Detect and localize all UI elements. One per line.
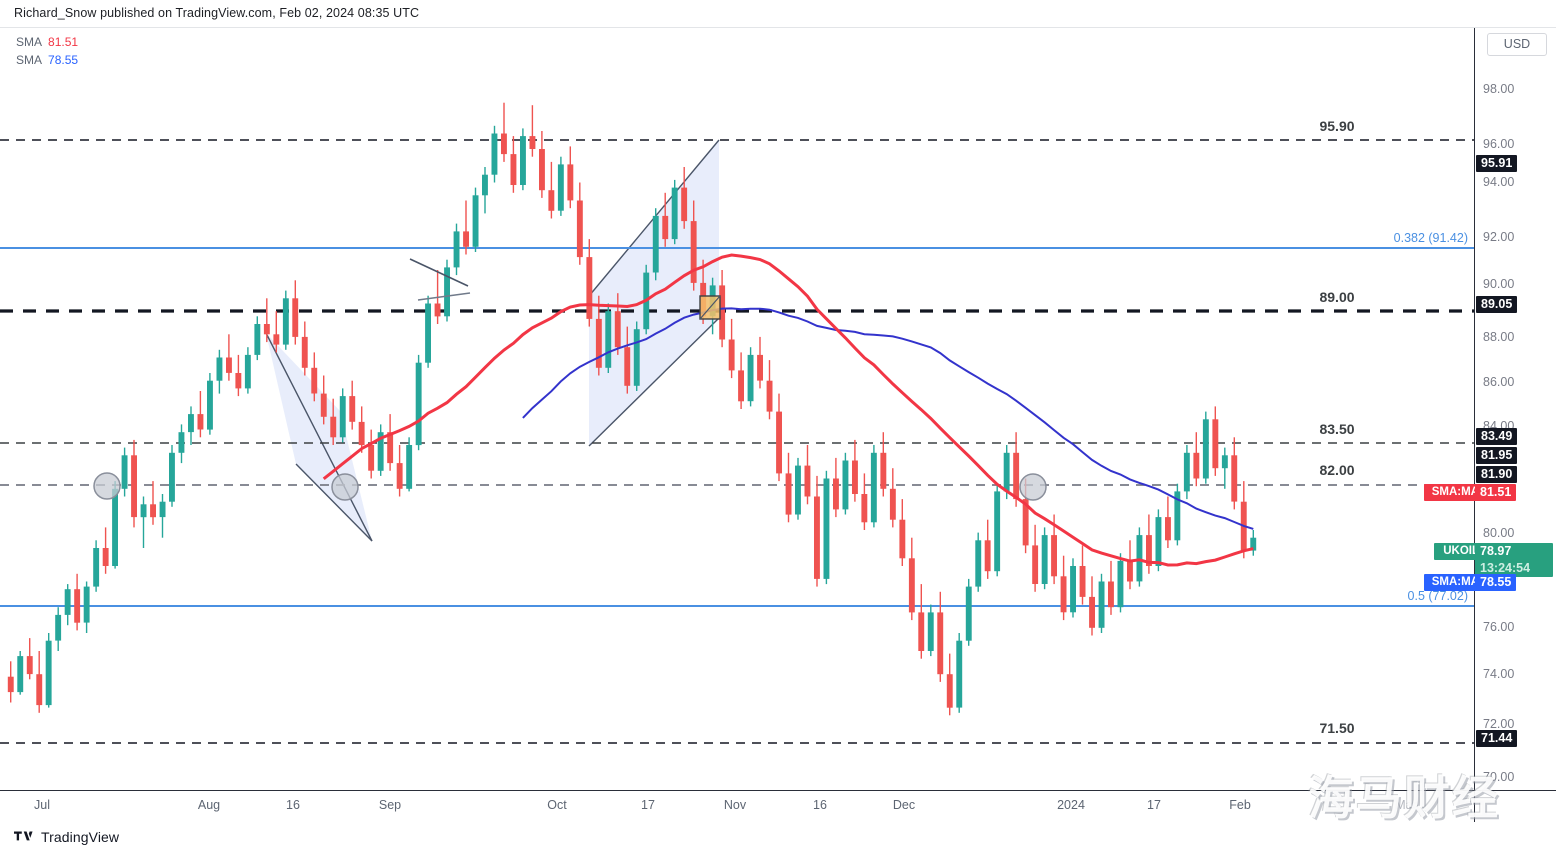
level-89-tag: 89.05: [1476, 296, 1518, 313]
price-tick-94-00: 94.00: [1483, 175, 1515, 189]
price-tick-90-00: 90.00: [1483, 277, 1515, 291]
breakdown-highlight-box: [699, 295, 721, 320]
legend-row-sma-slow[interactable]: SMA 78.55: [16, 51, 78, 69]
time-tick-16: 16: [813, 798, 827, 812]
sma-slow-badge: SMA:MA: [1424, 574, 1484, 591]
candle-series: [7, 102, 1257, 716]
legend-value-sma-slow: 78.55: [48, 53, 79, 67]
time-tick-dec: Dec: [892, 798, 916, 812]
tradingview-logo[interactable]: TradingView: [14, 829, 119, 845]
time-axis[interactable]: Jul Aug 16 Sep Oct 17 Nov 16 Dec 2024 17 Feb Mar: [0, 790, 1474, 823]
rising-channel-shape: [588, 139, 720, 447]
attribution-text: Richard_Snow published on TradingView.co…: [14, 6, 420, 20]
level-7144-tag: 71.44: [1476, 730, 1518, 747]
sma-slow-line: [522, 307, 1254, 530]
tradingview-mark-icon: [14, 831, 33, 841]
last-price-countdown: 13:24:54: [1480, 561, 1531, 575]
level-8195-tag: 81.95: [1476, 447, 1518, 464]
currency-pill[interactable]: USD: [1487, 33, 1547, 56]
header-divider: [0, 27, 1556, 28]
price-tick-72-00: 72.00: [1483, 717, 1515, 731]
legend-row-sma-fast[interactable]: SMA 81.51: [16, 33, 78, 51]
time-tick-jul: Jul: [34, 798, 50, 812]
support-touch-marker-2: [331, 473, 359, 501]
time-tick-2024: 2024: [1057, 798, 1085, 812]
price-tick-86-00: 86.00: [1483, 375, 1515, 389]
level-label-71-50: 71.50: [1319, 720, 1355, 736]
time-tick-mar: Mar: [1395, 798, 1417, 812]
last-price-symbol-badge: UKOIL: [1434, 543, 1484, 560]
price-tick-96-00: 96.00: [1483, 137, 1515, 151]
price-tick-74-00: 74.00: [1483, 667, 1515, 681]
sma-fast-line: [322, 253, 1254, 567]
price-tick-88-00: 88.00: [1483, 330, 1515, 344]
sma-slow-value-tag: 78.55: [1475, 574, 1517, 591]
time-tick-nov: Nov: [723, 798, 747, 812]
axis-corner: [1474, 790, 1556, 823]
price-tick-80-00: 80.00: [1483, 526, 1515, 540]
sma-fast-value-tag: 81.51: [1475, 484, 1517, 501]
chart-plot-area[interactable]: 95.90 89.00 83.50 82.00 71.50 0.382 (91.…: [0, 28, 1474, 790]
converging-wedge-shape: [409, 258, 471, 301]
price-axis[interactable]: USD 98.00 96.00 94.00 92.00 90.00 88.00 86.00 8…: [1474, 28, 1556, 790]
fib-label-0382: 0.382 (91.42): [1393, 231, 1468, 245]
price-tick-98-00: 98.00: [1483, 82, 1515, 96]
price-tick-70-00: 70.00: [1483, 770, 1515, 784]
time-tick-17: 17: [641, 798, 655, 812]
level-8190-tag: 81.90: [1476, 466, 1518, 483]
last-price-tag: 78.97 13:24:54: [1475, 543, 1553, 577]
support-touch-marker-3: [1019, 473, 1047, 501]
last-price-value: 78.97: [1480, 544, 1512, 558]
time-tick-feb: Feb: [1229, 798, 1251, 812]
level-label-82-00: 82.00: [1319, 462, 1355, 478]
support-touch-marker-1: [93, 472, 121, 500]
time-tick-16: 16: [286, 798, 300, 812]
time-tick-aug: Aug: [197, 798, 221, 812]
time-tick-oct: Oct: [547, 798, 567, 812]
fib-label-05: 0.5 (77.02): [1407, 589, 1468, 603]
last-high-tag: 95.91: [1476, 155, 1518, 172]
time-tick-sep: Sep: [378, 798, 402, 812]
level-label-83-50: 83.50: [1319, 421, 1355, 437]
falling-channel-shape: [265, 332, 373, 542]
time-tick-17: 17: [1147, 798, 1161, 812]
candlestick-chart: [0, 102, 1474, 744]
legend-label-sma-fast: SMA: [16, 35, 43, 49]
level-label-95-90: 95.90: [1319, 118, 1355, 134]
tradingview-wordmark: TradingView: [41, 829, 120, 845]
level-8349-tag: 83.49: [1476, 428, 1518, 445]
level-label-89-00: 89.00: [1319, 289, 1355, 305]
chart-legend: SMA 81.51 SMA 78.55: [16, 33, 78, 69]
footer: TradingView: [0, 822, 1556, 857]
price-tick-76-00: 76.00: [1483, 620, 1515, 634]
price-tick-92-00: 92.00: [1483, 230, 1515, 244]
legend-label-sma-slow: SMA: [16, 53, 43, 67]
sma-fast-badge: SMA:MA: [1424, 484, 1484, 501]
legend-value-sma-fast: 81.51: [48, 35, 79, 49]
